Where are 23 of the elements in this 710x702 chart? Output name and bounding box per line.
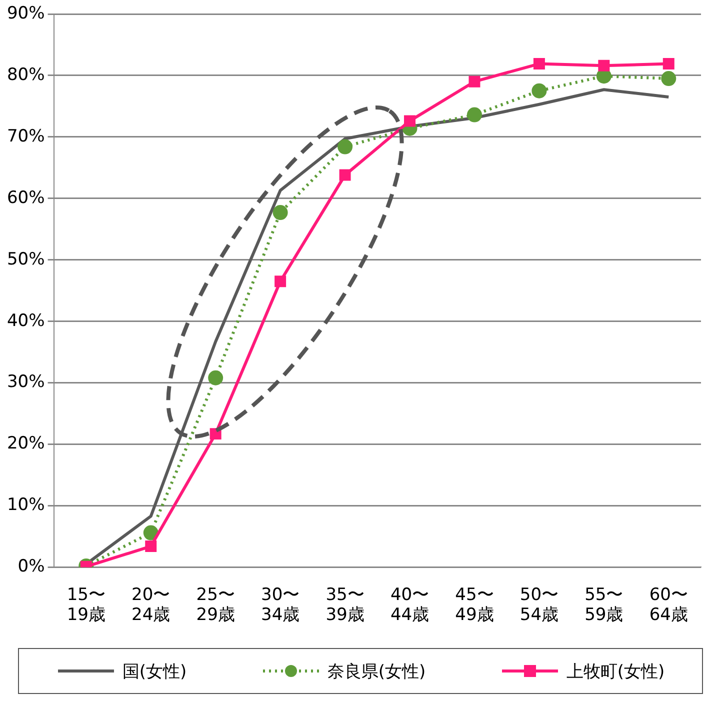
y-tick-label: 90% xyxy=(6,3,45,24)
x-tick-label: 45〜 49歳 xyxy=(455,584,494,626)
y-tick-label: 40% xyxy=(6,310,45,331)
x-tick-label: 50〜 54歳 xyxy=(520,584,559,626)
y-tick-label: 10% xyxy=(6,495,45,516)
y-tick-label: 50% xyxy=(6,249,45,270)
x-tick-label: 40〜 44歳 xyxy=(390,584,430,626)
y-tick-label: 60% xyxy=(6,188,45,208)
legend-label: 国(女性) xyxy=(122,660,187,682)
x-tick-label: 20〜 24歳 xyxy=(132,584,170,626)
y-tick-label: 80% xyxy=(6,64,45,85)
y-tick-label: 20% xyxy=(6,434,45,454)
y-tick-label: 70% xyxy=(6,126,45,146)
legend-label: 上牧町(女性) xyxy=(566,660,665,682)
y-tick-label: 0% xyxy=(18,556,45,577)
x-tick-label: 55〜 59歳 xyxy=(584,584,624,626)
legend-label: 奈良県(女性) xyxy=(327,660,426,682)
x-tick-label: 35〜 39歳 xyxy=(326,584,364,626)
y-tick-label: 30% xyxy=(6,372,45,392)
x-tick-label: 30〜 34歳 xyxy=(260,584,300,626)
x-tick-label: 60〜 64歳 xyxy=(649,584,688,626)
x-tick-label: 25〜 29歳 xyxy=(196,584,235,626)
x-tick-label: 15〜 19歳 xyxy=(66,584,106,626)
